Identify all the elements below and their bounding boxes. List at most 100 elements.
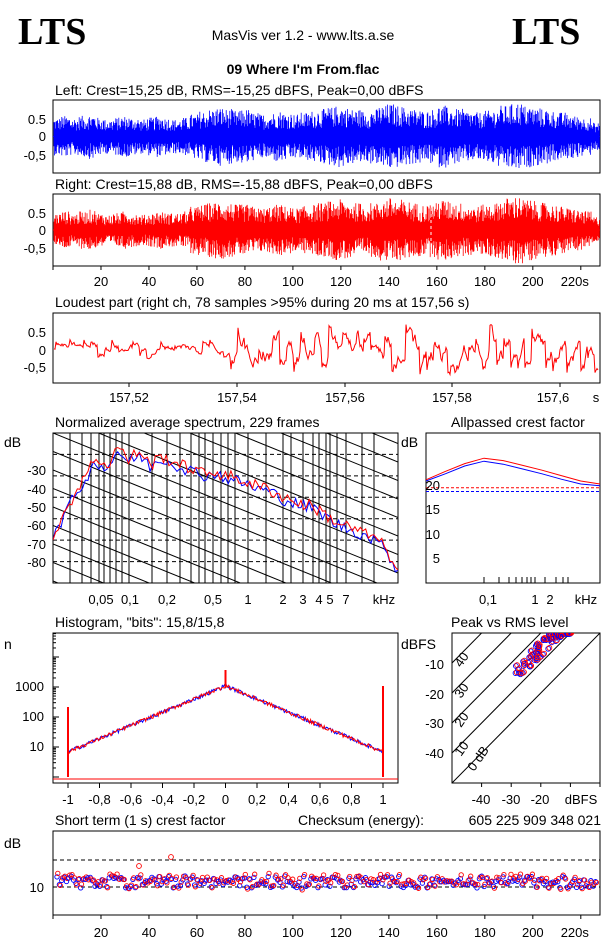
crest-point-right: [475, 881, 481, 888]
x-unit: kHz: [373, 592, 395, 607]
crest-diagonal: [452, 633, 542, 724]
slope-line: [53, 488, 288, 583]
crest-diagonal: [452, 633, 483, 664]
crest-point-right: [415, 885, 422, 891]
short-term-frame: [52, 830, 601, 916]
crest-point-right: [339, 878, 346, 885]
crest-point-left: [479, 873, 485, 879]
x-tick: 60: [190, 925, 204, 940]
crest-point-left: [431, 882, 437, 888]
left-waveform-plot: [53, 104, 600, 168]
x-tick: 5: [326, 592, 333, 607]
crest-point-left: [158, 881, 165, 887]
crest-diagonal: [452, 633, 512, 694]
slope-line: [53, 543, 151, 583]
crest-point-right: [320, 872, 327, 878]
crest-point-right: [401, 881, 407, 887]
allpassed-yticks: 20 15 10 5: [426, 478, 440, 566]
crest-point-right: [351, 883, 358, 890]
y-tick: -60: [27, 518, 46, 533]
peak-rms-point-left: [535, 644, 542, 650]
slope-line: [53, 637, 398, 777]
peak-rms-point-left: [533, 655, 540, 662]
peak-rms-point-right: [536, 643, 543, 650]
app-title: MasVis ver 1.2 - www.lts.a.se: [212, 27, 395, 43]
crest-point-left: [547, 880, 554, 886]
x-tick: 200: [522, 925, 544, 940]
crest-point-right: [584, 881, 590, 887]
crest-point-left: [531, 880, 537, 886]
x-tick: 40: [142, 274, 156, 289]
slope-line: [53, 248, 398, 388]
x-tick: -0,8: [88, 792, 110, 807]
slope-line: [53, 525, 197, 583]
crest-point-left: [208, 884, 214, 890]
crest-point-left: [355, 873, 361, 880]
x-tick: 220s: [561, 925, 590, 940]
crest-point-right: [252, 871, 258, 877]
peak-rms-point-left: [526, 654, 533, 661]
crest-point-left: [327, 883, 333, 889]
crest-point-left: [251, 874, 257, 881]
crest-point-left: [412, 884, 418, 890]
crest-point-left: [104, 883, 110, 890]
crest-point-right: [230, 880, 237, 886]
crest-point-right: [121, 876, 127, 883]
slope-line: [53, 469, 333, 583]
x-tick: 157,54: [217, 390, 257, 405]
peak-rms-point-right: [555, 633, 561, 636]
x-tick: 0,4: [279, 792, 297, 807]
allpassed-frame: [425, 432, 601, 584]
crest-diagonal: [452, 633, 572, 754]
slope-line: [234, 433, 398, 500]
x-unit: kHz: [575, 592, 597, 607]
x-tick: -30: [502, 792, 521, 807]
peak-rms-point-right: [522, 660, 528, 666]
x-tick: 157,58: [432, 390, 472, 405]
crest-point-right: [458, 872, 464, 878]
crest-point-left: [246, 876, 252, 882]
spectrum-series-right: [53, 446, 398, 571]
crest-point-right: [347, 873, 353, 880]
crest-point-left: [184, 881, 191, 887]
peak-rms-point-right: [541, 650, 547, 657]
left-waveform-title: Left: Crest=15,25 dB, RMS=-15,25 dBFS, P…: [55, 82, 423, 98]
x-tick: 140: [378, 274, 400, 289]
logo-right: LTS: [512, 11, 580, 53]
track-title: 09 Where I'm From.flac: [227, 61, 380, 77]
x-tick: 180: [474, 274, 496, 289]
histogram-yticks: 1000 100 10: [15, 679, 44, 754]
x-tick: 1: [379, 792, 386, 807]
y-tick: -0,5: [24, 360, 46, 375]
crest-point-left: [263, 881, 269, 887]
crest-point-left: [422, 874, 428, 880]
crest-point-right: [173, 874, 180, 880]
allpassed-title: Allpassed crest factor: [451, 414, 585, 430]
x-tick: 0,1: [121, 592, 139, 607]
spectrum-frame: [52, 432, 399, 584]
crest-point-left: [374, 880, 380, 886]
peak-vs-rms-frame: [451, 632, 601, 784]
histogram-xticks: -1 -0,8 -0,6 -0,4 -0,2 0 0,2 0,4 0,6 0,8 1: [62, 783, 387, 807]
y-tick: -40: [425, 746, 444, 761]
right-waveform-panel: Right: Crest=15,88 dB, RMS=-15,88 dBFS, …: [24, 176, 601, 289]
crest-point-right: [465, 877, 471, 884]
x-tick: 2: [546, 592, 553, 607]
crest-point-right: [484, 875, 490, 881]
crest-point-right: [581, 877, 588, 883]
crest-point-left: [277, 879, 283, 885]
y-tick: -0,5: [24, 241, 46, 256]
peak-rms-point-right: [521, 662, 528, 668]
histogram-plot: [53, 633, 398, 780]
crest-point-right: [323, 878, 329, 884]
allpassed-crest-panel: Allpassed crest factor dB 20 15 10 5 0,1…: [401, 414, 601, 607]
x-unit: dBFS: [565, 792, 598, 807]
y-tick: -70: [27, 537, 46, 552]
crest-point-right: [168, 854, 174, 860]
loudest-part-frame: [52, 312, 601, 384]
crest-point-right: [579, 885, 585, 892]
crest-point-right: [468, 873, 474, 879]
slope-line: [53, 433, 398, 574]
x-tick: 0,6: [311, 792, 329, 807]
